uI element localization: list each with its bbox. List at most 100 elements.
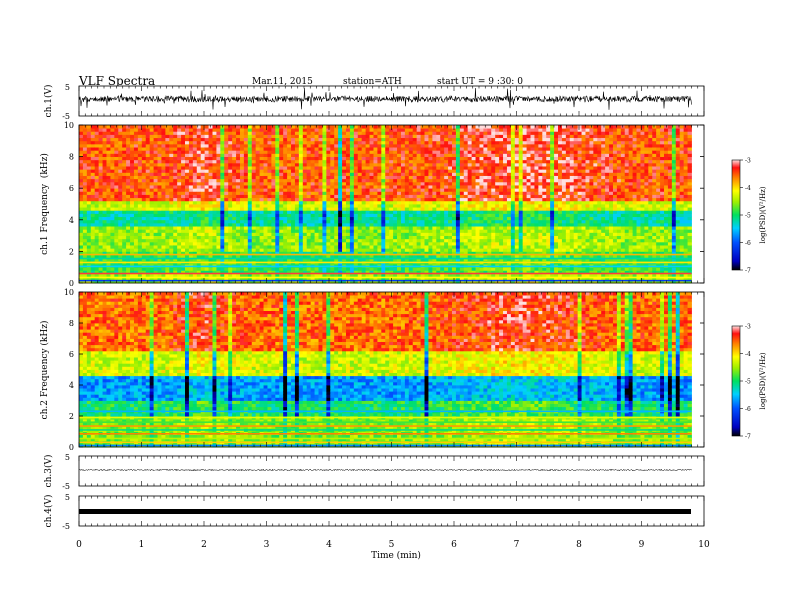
spectrogram-cell <box>169 222 174 227</box>
spectrogram-cell <box>428 159 433 164</box>
spectrogram-cell <box>463 235 469 240</box>
spectrogram-cell <box>216 185 221 189</box>
spectrogram-cell <box>385 235 390 240</box>
spectrogram-cell <box>169 235 174 240</box>
spectrogram-cell <box>373 276 378 281</box>
spectrogram-cell <box>287 213 292 218</box>
spectrogram-cell <box>389 166 394 170</box>
spectrogram-cell <box>204 125 209 129</box>
spectrogram-cell <box>448 166 453 170</box>
spectrogram-cell <box>247 156 253 161</box>
spectrogram-cell <box>130 137 135 142</box>
spectrogram-cell <box>436 153 441 157</box>
spectrogram-cell <box>137 204 143 208</box>
spectrogram-cell <box>279 131 284 135</box>
spectrogram-cell <box>79 188 84 192</box>
spectrogram-cell <box>298 251 304 255</box>
spectrogram-cell <box>153 159 158 164</box>
spectrogram-cell <box>224 226 229 230</box>
spectrogram-cell <box>404 194 410 199</box>
spectrogram-cell <box>133 210 139 214</box>
spectrogram-cell <box>385 267 390 271</box>
spectrogram-cell <box>365 226 370 230</box>
spectrogram-cell <box>153 185 158 189</box>
spectrogram-cell <box>275 222 280 227</box>
spectrogram-cell <box>408 159 414 164</box>
spectrogram-cell <box>232 207 237 211</box>
spectrogram-cell <box>251 204 257 208</box>
spectrogram-cell <box>291 204 296 208</box>
spectrogram-cell <box>275 257 280 262</box>
spectrogram-cell <box>393 125 398 129</box>
spectrogram-cell <box>239 238 245 243</box>
spectrogram-cell <box>310 219 315 224</box>
spectrogram-cell <box>377 267 382 271</box>
spectrogram-cell <box>192 194 198 199</box>
spectrogram-cell <box>106 153 111 157</box>
spectrogram-cell <box>357 273 363 278</box>
spectrogram-cell <box>133 222 139 227</box>
spectrogram-cell <box>236 200 241 205</box>
spectrogram-cell <box>314 245 319 249</box>
spectrogram-cell <box>204 162 209 167</box>
spectrogram-cell <box>94 254 100 259</box>
spectrogram-cell <box>141 270 147 274</box>
spectrogram-cell <box>459 232 465 236</box>
spectrogram-cell <box>294 125 300 129</box>
spectrogram-cell <box>283 178 288 183</box>
spectrogram-cell <box>173 235 178 240</box>
spectrogram-cell <box>220 238 225 243</box>
spectrogram-cell <box>448 178 453 183</box>
spectrogram-cell <box>467 270 473 274</box>
spectrogram-cell <box>79 254 84 259</box>
spectrogram-cell <box>279 273 284 278</box>
spectrogram-cell <box>436 169 441 173</box>
spectrogram-cell <box>361 213 367 218</box>
spectrogram-cell <box>114 134 119 139</box>
spectrogram-cell <box>114 188 119 192</box>
spectrogram-cell <box>389 194 394 199</box>
spectrogram-cell <box>106 140 111 145</box>
spectrogram-cell <box>400 162 406 167</box>
spectrogram-cell <box>122 131 127 135</box>
spectrogram-cell <box>157 235 162 240</box>
spectrogram-cell <box>338 273 343 278</box>
spectrogram-cell <box>224 200 229 205</box>
spectrogram-cell <box>342 276 347 281</box>
spectrogram-cell <box>196 204 202 208</box>
spectrogram-cell <box>397 169 402 173</box>
spectrogram-cell <box>440 219 445 224</box>
spectrogram-cell <box>259 267 264 271</box>
spectrogram-cell <box>79 131 84 135</box>
spectrogram-cell <box>243 131 249 135</box>
spectrogram-cell <box>220 219 225 224</box>
spectrogram-cell <box>126 216 131 221</box>
spectrogram-cell <box>416 166 421 170</box>
spectrogram-cell <box>416 245 421 249</box>
spectrogram-cell <box>255 229 261 233</box>
spectrogram-cell <box>263 229 268 233</box>
spectrogram-cell <box>137 254 143 259</box>
spectrogram-cell <box>428 248 433 252</box>
spectrogram-cell <box>133 254 139 259</box>
spectrogram-cell <box>444 169 449 173</box>
spectrogram-cell <box>318 270 323 274</box>
spectrogram-cell <box>279 235 284 240</box>
spectrogram-cell <box>416 134 421 139</box>
spectrogram-cell <box>173 245 178 249</box>
spectrogram-cell <box>436 200 441 205</box>
spectrogram-cell <box>349 276 355 281</box>
spectrogram-cell <box>94 143 100 148</box>
spectrogram-cell <box>440 143 445 148</box>
spectrogram-cell <box>287 191 292 195</box>
spectrogram-cell <box>185 222 190 227</box>
spectrogram-cell <box>408 226 414 230</box>
spectrogram-cell <box>192 197 198 202</box>
spectrogram-cell <box>86 153 92 157</box>
spectrogram-cell <box>432 181 437 186</box>
spectrogram-cell <box>330 232 335 236</box>
spectrogram-cell <box>106 207 111 211</box>
spectrogram-cell <box>428 207 433 211</box>
spectrogram-cell <box>118 200 123 205</box>
spectrogram-cell <box>448 273 453 278</box>
